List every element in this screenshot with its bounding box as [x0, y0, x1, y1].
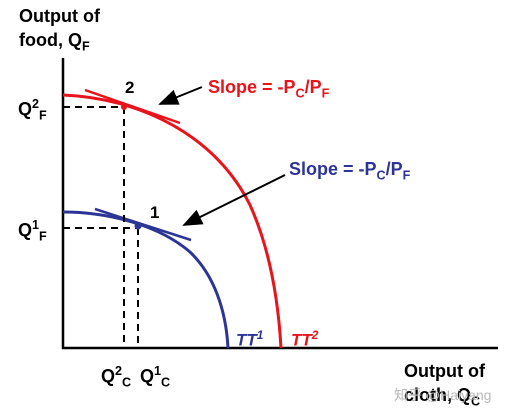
tangent-line-2	[84, 88, 181, 125]
point-1-marker	[134, 222, 142, 230]
x-axis-label: Output of cloth, QC	[404, 361, 485, 409]
slope-label-top: Slope = -PC/PF	[208, 77, 330, 101]
tick-label-q2c: Q2C	[101, 364, 132, 390]
tt2-curve	[62, 93, 283, 349]
tt1-label: TT1	[236, 328, 264, 350]
tick-label-q1c: Q1C	[140, 364, 171, 390]
slope-label-bottom: Slope = -PC/PF	[289, 159, 411, 183]
arrow-to-tangent-2	[158, 86, 203, 105]
tangent-line-1	[94, 207, 192, 242]
y-axis-label: Output of food, QF	[19, 6, 100, 54]
point-2-marker	[121, 104, 127, 110]
tick-label-q2f: Q2F	[18, 97, 47, 123]
watermark: 知乎 @Haiyang	[394, 387, 492, 403]
tick-label-q1f: Q1F	[18, 218, 47, 244]
point-1-label: 1	[150, 203, 160, 222]
tt2-label: TT2	[291, 328, 319, 350]
point-2-label: 2	[125, 78, 135, 97]
tt1-curve	[62, 210, 230, 349]
arrow-to-tangent-1	[182, 174, 286, 226]
